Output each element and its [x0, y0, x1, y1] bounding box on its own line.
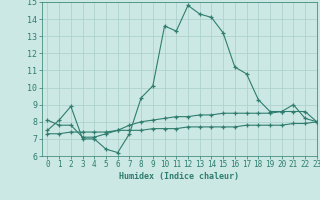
X-axis label: Humidex (Indice chaleur): Humidex (Indice chaleur): [119, 172, 239, 181]
